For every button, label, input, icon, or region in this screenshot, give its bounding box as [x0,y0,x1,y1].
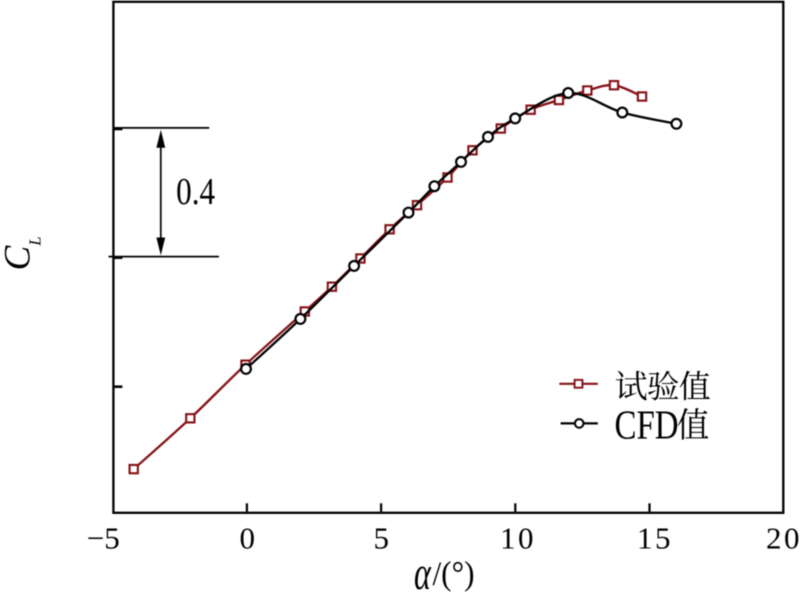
svg-text:20: 20 [766,521,800,556]
svg-text:15: 15 [637,521,673,556]
svg-text:/(°): /(°) [433,555,475,592]
svg-text:0: 0 [240,521,256,556]
svg-text:CFD: CFD [615,402,679,448]
svg-text:0.4: 0.4 [176,170,215,213]
svg-text:−5: −5 [87,521,120,556]
svg-text:10: 10 [500,521,536,556]
svg-text:5: 5 [374,521,390,556]
svg-text:α: α [414,547,432,594]
